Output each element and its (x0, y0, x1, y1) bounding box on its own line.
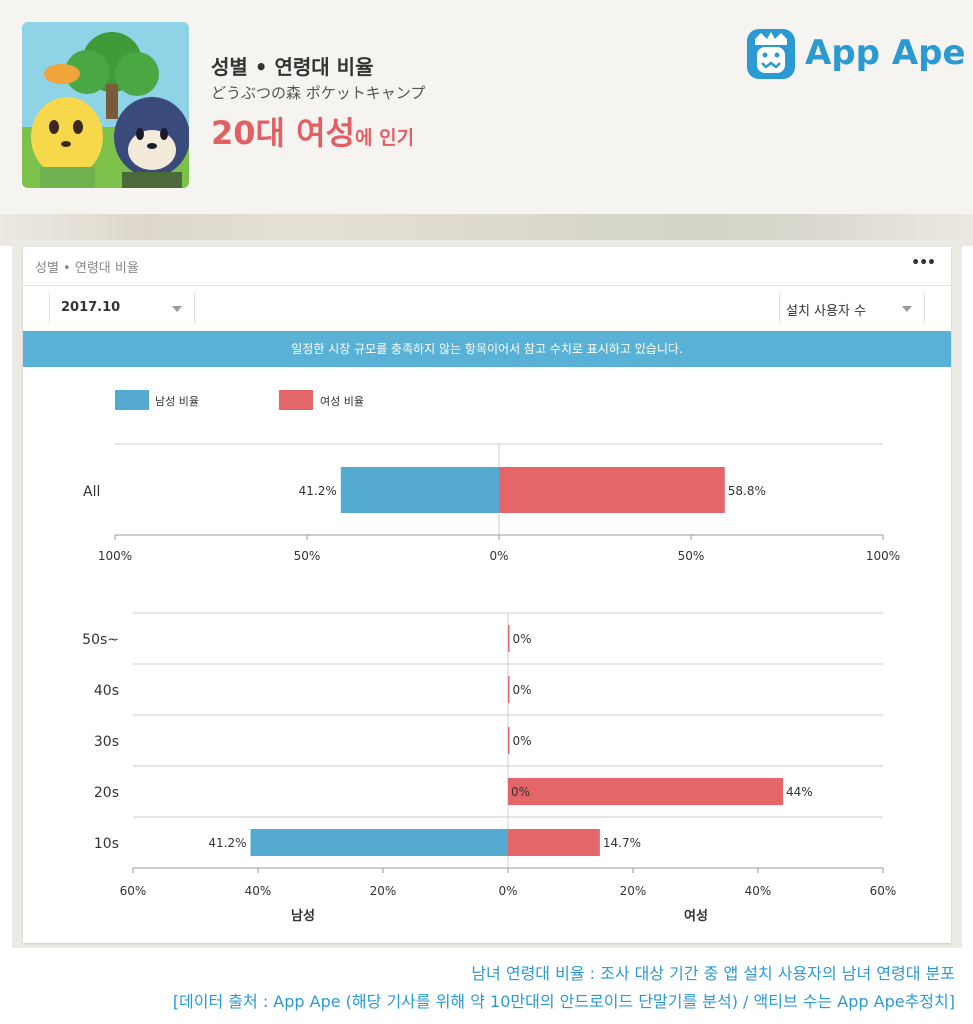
header-highlight: 20대 여성에 인기 (211, 108, 414, 154)
x-tick-label: 100% (98, 549, 132, 563)
header-app-name: どうぶつの森 ポケットキャンプ (211, 84, 426, 102)
x-tick-label: 20% (370, 884, 397, 898)
x-tick-label: 50% (294, 549, 321, 563)
data-label-female: 58.8% (728, 484, 766, 498)
x-tick-label: 40% (245, 884, 272, 898)
header-highlight-suffix: 에 인기 (355, 127, 415, 149)
legend-swatch-female (279, 390, 313, 410)
header-highlight-main: 20대 여성 (211, 114, 355, 152)
category-label: 20s (94, 785, 119, 801)
data-label-male: 41.2% (299, 484, 337, 498)
reference-notice-banner: 일정한 시장 규모를 충족하지 않는 항목이어서 참고 수치로 표시하고 있습니… (23, 331, 951, 367)
chevron-down-icon (172, 306, 182, 312)
header-title: 성별 • 연령대 비율 (211, 55, 374, 79)
data-label-male: 41.2% (208, 836, 246, 850)
x-tick-label: 100% (866, 549, 900, 563)
category-label: All (83, 484, 100, 500)
category-label: 30s (94, 734, 119, 750)
category-label: 10s (94, 836, 119, 852)
data-label-female: 14.7% (603, 836, 641, 850)
app-icon (22, 22, 189, 188)
legend-label-female: 여성 비율 (320, 395, 364, 408)
period-select[interactable]: 2017.10 (49, 293, 195, 323)
footer-source: [데이터 출처 : App Ape (해당 기사를 위해 약 10만대의 안드로… (172, 992, 955, 1011)
x-tick-label: 50% (678, 549, 705, 563)
metric-select-value: 설치 사용자 수 (786, 304, 867, 319)
category-label: 40s (94, 683, 119, 699)
data-label-female: 0% (513, 683, 532, 697)
ape-mascot-icon (747, 29, 795, 79)
category-label: 50s~ (82, 632, 119, 648)
metric-select[interactable]: 설치 사용자 수 (779, 293, 925, 323)
legend-label-male: 남성 비율 (155, 395, 199, 408)
data-label-female: 0% (513, 632, 532, 646)
x-tick-label: 60% (870, 884, 897, 898)
x-tick-label: 0% (498, 884, 517, 898)
bar-female (508, 829, 600, 856)
more-options-icon[interactable]: ••• (911, 255, 936, 271)
logo-text: App Ape (805, 33, 966, 73)
gender-age-chart: 남성 비율 여성 비율 100% 50% 0% 50% 100% All 41.2% 58.8% 6… (82, 390, 900, 924)
bar-female (499, 467, 725, 513)
data-label-female: 0% (513, 734, 532, 748)
x-axis-label-male: 남성 (291, 908, 315, 924)
x-tick-label: 0% (489, 549, 508, 563)
chart-card: 성별 • 연령대 비율 ••• 2017.10 설치 사용자 수 일정한 시장 … (23, 247, 951, 943)
card-divider (23, 285, 951, 286)
bar-female (508, 778, 783, 805)
bar-female (508, 625, 510, 652)
data-label-female: 44% (786, 785, 813, 799)
x-tick-label: 60% (120, 884, 147, 898)
bar-female (508, 676, 510, 703)
bar-male (250, 829, 508, 856)
app-ape-logo: App Ape (745, 24, 966, 82)
footer-description: 남녀 연령대 비율 : 조사 대상 기간 중 앱 설치 사용자의 남녀 연령대 … (471, 964, 955, 983)
chevron-down-icon (902, 306, 912, 312)
card-title: 성별 • 연령대 비율 (35, 261, 139, 276)
legend-swatch-male (115, 390, 149, 410)
x-axis-label-female: 여성 (684, 908, 708, 924)
x-tick-label: 40% (745, 884, 772, 898)
x-tick-label: 20% (620, 884, 647, 898)
period-select-value: 2017.10 (61, 300, 121, 315)
bar-female (508, 727, 510, 754)
data-label-inner: 0% (511, 785, 530, 799)
bar-male (340, 467, 499, 513)
